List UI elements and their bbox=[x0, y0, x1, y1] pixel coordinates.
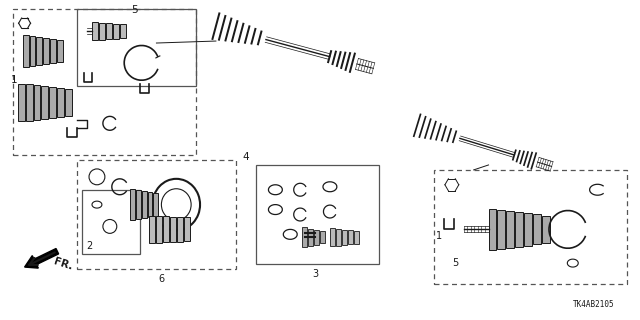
Bar bbox=[42, 86, 49, 119]
Text: 1: 1 bbox=[11, 75, 17, 85]
Bar bbox=[113, 24, 119, 39]
Text: 5: 5 bbox=[452, 258, 458, 268]
Bar bbox=[120, 24, 125, 38]
Bar bbox=[65, 89, 72, 116]
Bar bbox=[533, 214, 541, 244]
Bar bbox=[542, 215, 550, 243]
Bar bbox=[156, 216, 163, 243]
Bar bbox=[348, 230, 353, 244]
Bar bbox=[506, 211, 515, 248]
Bar bbox=[320, 231, 325, 243]
Text: FR.: FR. bbox=[52, 256, 74, 272]
Bar bbox=[106, 23, 112, 39]
Bar bbox=[515, 212, 524, 247]
Text: 1: 1 bbox=[436, 231, 442, 241]
Bar bbox=[308, 229, 313, 246]
Bar bbox=[22, 35, 29, 67]
Bar bbox=[170, 217, 176, 242]
Bar bbox=[524, 213, 532, 245]
Bar bbox=[29, 36, 35, 66]
Bar bbox=[302, 228, 307, 247]
Bar bbox=[163, 216, 170, 243]
Bar bbox=[342, 230, 347, 245]
Bar bbox=[36, 37, 42, 65]
Bar bbox=[184, 218, 190, 241]
Bar bbox=[77, 160, 236, 269]
Text: 4: 4 bbox=[243, 152, 250, 162]
Bar bbox=[130, 189, 134, 220]
Bar bbox=[51, 39, 56, 63]
Bar bbox=[354, 231, 358, 244]
Bar bbox=[497, 210, 506, 249]
Bar bbox=[99, 23, 105, 40]
Bar bbox=[434, 170, 627, 284]
Bar bbox=[147, 192, 152, 218]
Text: 5: 5 bbox=[132, 5, 138, 15]
Bar bbox=[44, 38, 49, 64]
Bar bbox=[18, 84, 24, 121]
Text: TK4AB2105: TK4AB2105 bbox=[573, 300, 614, 309]
Bar bbox=[150, 215, 156, 243]
Bar bbox=[26, 84, 33, 121]
FancyArrow shape bbox=[24, 249, 59, 268]
Text: 2: 2 bbox=[86, 241, 92, 251]
Bar bbox=[58, 40, 63, 62]
Bar bbox=[154, 193, 159, 217]
Text: 3: 3 bbox=[312, 269, 318, 279]
Text: 6: 6 bbox=[158, 274, 164, 284]
Bar bbox=[330, 228, 335, 246]
Bar bbox=[141, 191, 147, 219]
Bar bbox=[255, 165, 380, 264]
Bar bbox=[136, 190, 141, 220]
Bar bbox=[49, 87, 56, 118]
Bar bbox=[488, 209, 497, 250]
Bar bbox=[177, 217, 183, 242]
Bar bbox=[82, 190, 140, 254]
Bar bbox=[13, 9, 196, 155]
Bar bbox=[77, 9, 196, 86]
Bar bbox=[336, 229, 341, 246]
Bar bbox=[58, 88, 64, 117]
Bar bbox=[33, 85, 40, 120]
Bar bbox=[92, 22, 98, 40]
Bar bbox=[314, 230, 319, 244]
